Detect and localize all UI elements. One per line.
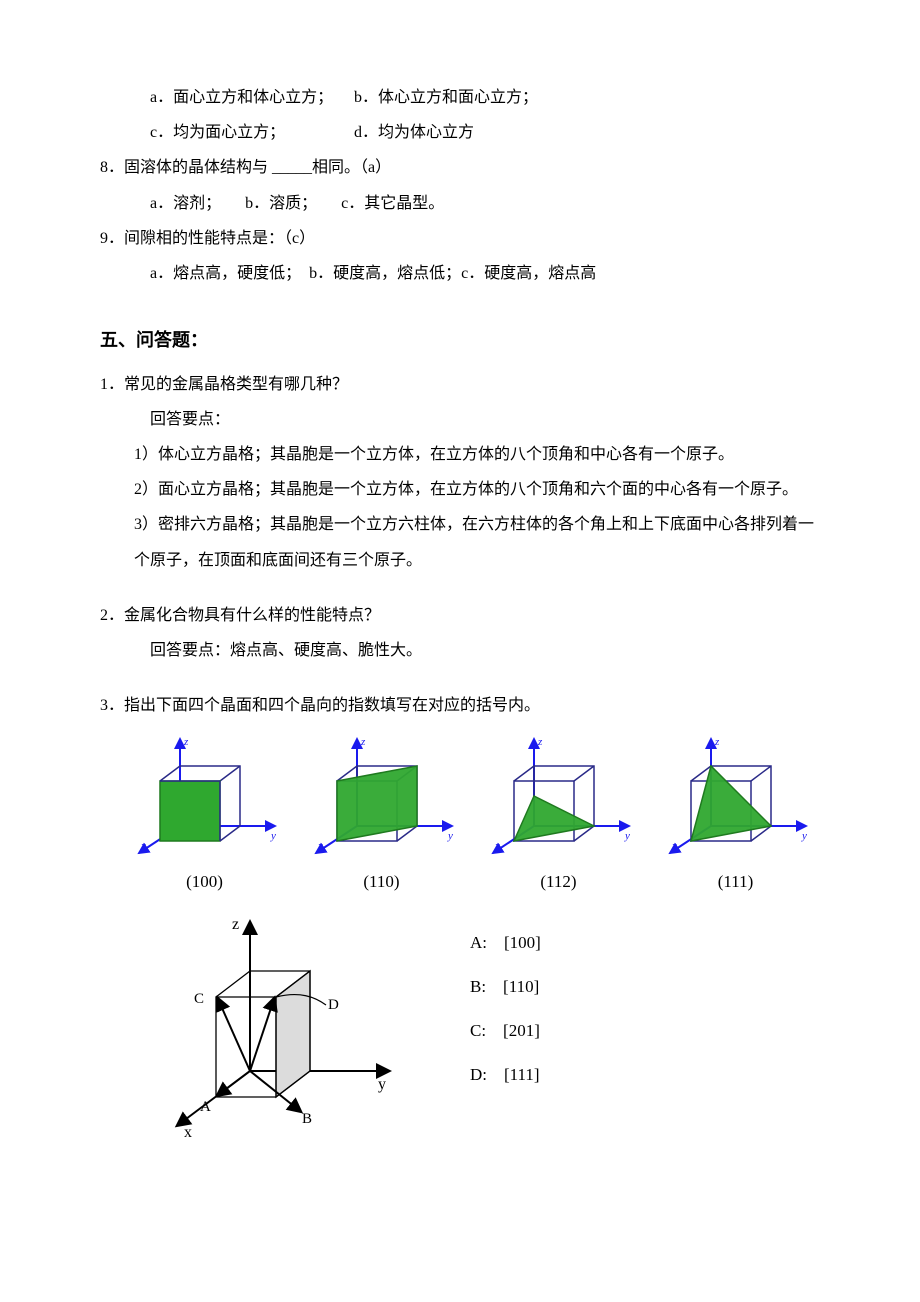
question-9-stem: 9．间隙相的性能特点是：（c） [100, 221, 820, 256]
qa-1-point-3-text: 3）密排六方晶格；其晶胞是一个立方六柱体，在六方柱体的各个角上和上下底面中心各排… [134, 516, 814, 568]
question-9-options: a．熔点高，硬度低； b．硬度高，熔点低；c．硬度高，熔点高 [100, 256, 820, 291]
question-8: 8．固溶体的晶体结构与 _____相同。（a） a．溶剂； b．溶质； c．其它… [100, 150, 820, 220]
dir-D-label: D [328, 997, 339, 1013]
dir-C-label: C [194, 991, 204, 1007]
option-a: a．面心立方和体心立方； [150, 80, 350, 115]
qa-1-point-2: 2）面心立方晶格；其晶胞是一个立方体，在立方体的八个顶角和六个面的中心各有一个原… [100, 472, 820, 507]
dir-answer-C: C: [201] [470, 1009, 541, 1053]
qa-1-stem: 1．常见的金属晶格类型有哪几种？ [100, 367, 820, 402]
axis-y-label: y [378, 1076, 386, 1093]
plane-100-cell: z y x (100) [120, 731, 289, 900]
option-b: b．体心立方和面心立方； [354, 80, 554, 115]
qa-1-point-3: 3）密排六方晶格；其晶胞是一个立方六柱体，在六方柱体的各个角上和上下底面中心各排… [100, 507, 820, 577]
dir-A-label: A [200, 1099, 211, 1115]
plane-110-diagram: z y x [302, 731, 462, 861]
svg-text:y: y [447, 830, 453, 842]
option-c: c．均为面心立方； [150, 115, 350, 150]
direction-answers: A: [100] B: [110] C: [201] D: [111] [410, 911, 541, 1098]
svg-text:z: z [537, 736, 543, 748]
section-5-title: 五、问答题： [100, 321, 820, 361]
plane-100-diagram: z y x [125, 731, 285, 861]
svg-text:x: x [317, 840, 323, 852]
plane-112-cell: z y x (112) [474, 731, 643, 900]
document-page: a．面心立方和体心立方； b．体心立方和面心立方； c．均为面心立方； d．均为… [0, 0, 920, 1221]
option-row: c．均为面心立方； d．均为体心立方 [100, 115, 820, 150]
svg-text:z: z [360, 736, 366, 748]
plane-112-diagram: z y x [479, 731, 639, 861]
svg-text:z: z [714, 736, 720, 748]
plane-100-label: (100) [186, 863, 223, 900]
crystal-planes-row: z y x (100) [100, 731, 820, 900]
svg-text:y: y [801, 830, 807, 842]
question-9: 9．间隙相的性能特点是：（c） a．熔点高，硬度低； b．硬度高，熔点低；c．硬… [100, 221, 820, 291]
qa-2-answer: 回答要点：熔点高、硬度高、脆性大。 [100, 633, 820, 668]
plane-110-label: (110) [363, 863, 399, 900]
qa-2-stem: 2．金属化合物具有什么样的性能特点？ [100, 598, 820, 633]
axis-x-label: x [184, 1124, 192, 1141]
svg-text:y: y [624, 830, 630, 842]
option-row: a．面心立方和体心立方； b．体心立方和面心立方； [100, 80, 820, 115]
qa-1-point-2-text: 2）面心立方晶格；其晶胞是一个立方体，在立方体的八个顶角和六个面的中心各有一个原… [134, 481, 798, 498]
plane-112-label: (112) [540, 863, 576, 900]
plane-110-cell: z y x (110) [297, 731, 466, 900]
qa-1-point-1: 1）体心立方晶格；其晶胞是一个立方体，在立方体的八个顶角和中心各有一个原子。 [100, 437, 820, 472]
qa-1: 1．常见的金属晶格类型有哪几种？ 回答要点： 1）体心立方晶格；其晶胞是一个立方… [100, 367, 820, 578]
plane-111-label: (111) [718, 863, 754, 900]
dir-B-label: B [302, 1111, 312, 1127]
svg-text:x: x [494, 840, 500, 852]
crystal-directions-diagram: z y x [130, 911, 410, 1141]
option-d: d．均为体心立方 [354, 115, 554, 150]
dir-answer-A: A: [100] [470, 921, 541, 965]
qa-2: 2．金属化合物具有什么样的性能特点？ 回答要点：熔点高、硬度高、脆性大。 [100, 598, 820, 668]
dir-answer-D: D: [111] [470, 1053, 541, 1097]
qa-3-stem: 3．指出下面四个晶面和四个晶向的指数填写在对应的括号内。 [100, 688, 820, 723]
plane-111-cell: z y x (111) [651, 731, 820, 900]
plane-111-diagram: z y x [656, 731, 816, 861]
qa-1-hint: 回答要点： [100, 402, 820, 437]
question-8-options: a．溶剂； b．溶质； c．其它晶型。 [100, 186, 820, 221]
svg-text:x: x [140, 840, 146, 852]
direction-diagram-row: z y x [100, 911, 820, 1141]
qa-3: 3．指出下面四个晶面和四个晶向的指数填写在对应的括号内。 z y x [100, 688, 820, 1141]
dir-answer-B: B: [110] [470, 965, 541, 1009]
axis-z-label: z [232, 916, 239, 933]
svg-text:y: y [270, 830, 276, 842]
question-8-stem: 8．固溶体的晶体结构与 _____相同。（a） [100, 150, 820, 185]
svg-text:z: z [183, 736, 189, 748]
svg-text:x: x [671, 840, 677, 852]
